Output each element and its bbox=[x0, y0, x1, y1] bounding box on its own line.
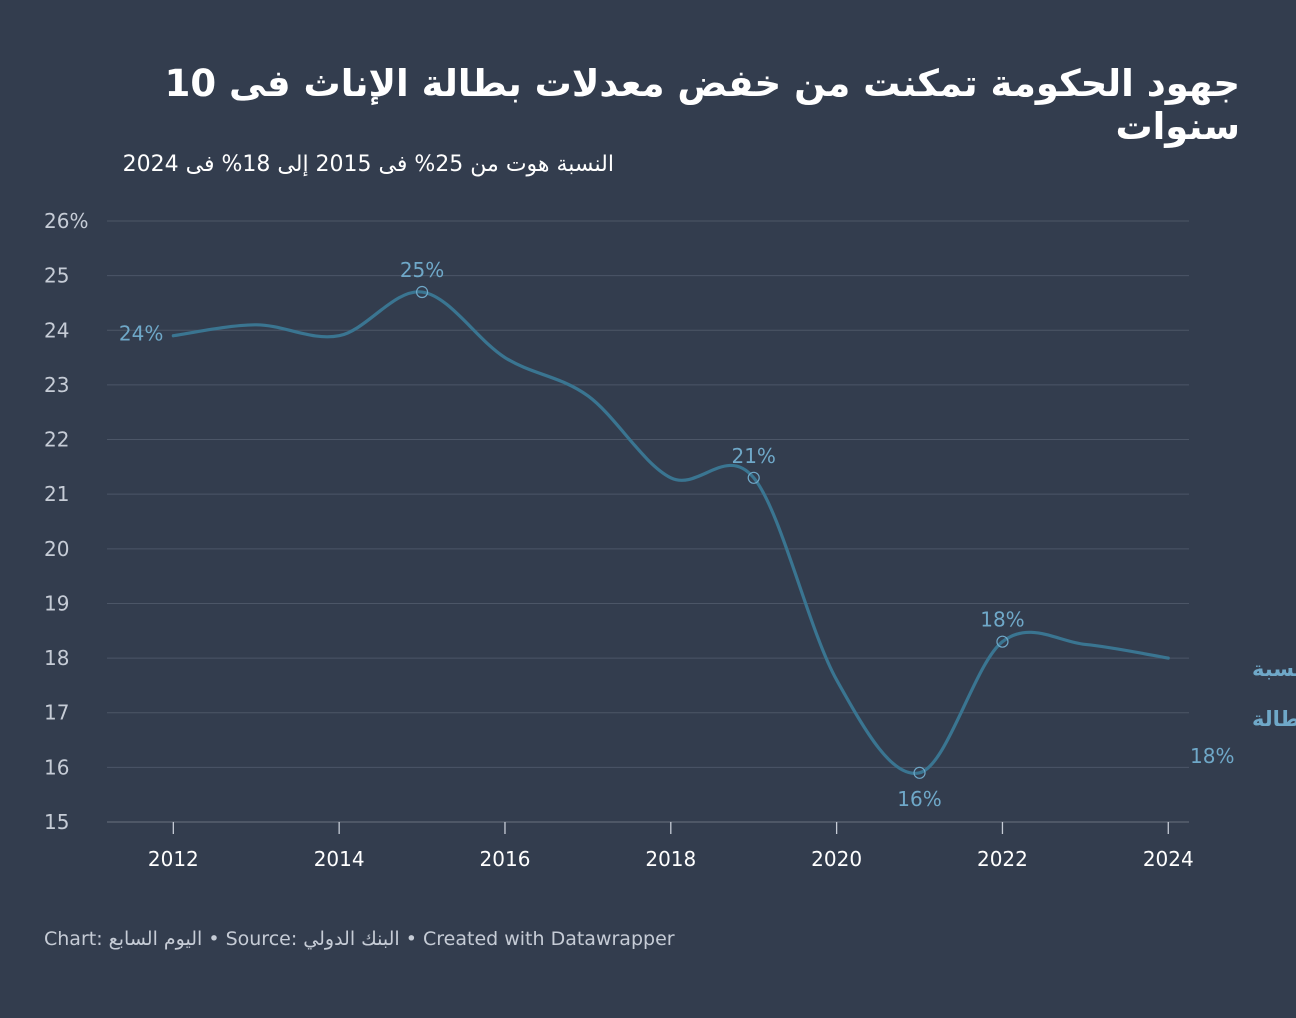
x-tick-label: 2020 bbox=[811, 847, 862, 871]
y-tick-label: 20 bbox=[44, 537, 69, 561]
y-tick-label: 18 bbox=[44, 646, 69, 670]
data-label: 25% bbox=[400, 258, 444, 282]
x-tick-label: 2024 bbox=[1143, 847, 1194, 871]
y-tick-label: 17 bbox=[44, 701, 69, 725]
series-label: نسبة bbox=[1252, 657, 1296, 681]
footer-chart-prefix: Chart: bbox=[44, 928, 109, 950]
y-tick-label: 19 bbox=[44, 591, 69, 615]
line-chart: 15 16 17 18 19 20 21 22 23 24 25 26% 2012 2014 2016 201… bbox=[44, 209, 1296, 871]
data-point-marker bbox=[415, 285, 429, 299]
data-label: 18% bbox=[980, 608, 1024, 632]
y-tick-label: 24 bbox=[44, 318, 69, 342]
data-label: 21% bbox=[731, 444, 775, 468]
footer-source-value: البنك الدولي bbox=[303, 928, 400, 950]
data-point-marker bbox=[747, 471, 760, 484]
y-tick-label: 22 bbox=[44, 428, 69, 452]
y-tick-label: 15 bbox=[44, 810, 69, 834]
y-tick-label: 21 bbox=[44, 482, 69, 506]
data-point-marker bbox=[996, 635, 1009, 648]
chart-title: جهود الحكومة تمكنت من خفض معدلات بطالة ا… bbox=[164, 62, 1240, 148]
x-tick-label: 2014 bbox=[314, 847, 365, 871]
x-tick-label: 2016 bbox=[480, 847, 531, 871]
y-tick-label: 26% bbox=[44, 209, 88, 233]
data-label: 24% bbox=[119, 322, 163, 346]
series-label: البطالة bbox=[1252, 707, 1296, 731]
y-tick-label: 25 bbox=[44, 264, 69, 288]
chart-subtitle: النسبة هوت من 25% فى 2015 إلى 18% فى 202… bbox=[122, 152, 614, 177]
footer-source-prefix: • Source: bbox=[202, 928, 304, 950]
x-tick-label: 2018 bbox=[645, 847, 696, 871]
y-tick-label: 16 bbox=[44, 755, 69, 779]
y-tick-label: 23 bbox=[44, 373, 69, 397]
data-point-marker bbox=[913, 766, 926, 779]
series-line bbox=[171, 290, 1170, 775]
footer-credits: Chart: اليوم السابع • Source: البنك الدو… bbox=[44, 928, 675, 950]
footer-chart-value: اليوم السابع bbox=[108, 928, 203, 950]
end-value-label: 18% bbox=[1190, 744, 1234, 768]
footer-created: • Created with Datawrapper bbox=[399, 928, 675, 950]
x-tick-label: 2022 bbox=[977, 847, 1028, 871]
data-label: 16% bbox=[897, 787, 941, 811]
x-tick-label: 2012 bbox=[148, 847, 199, 871]
